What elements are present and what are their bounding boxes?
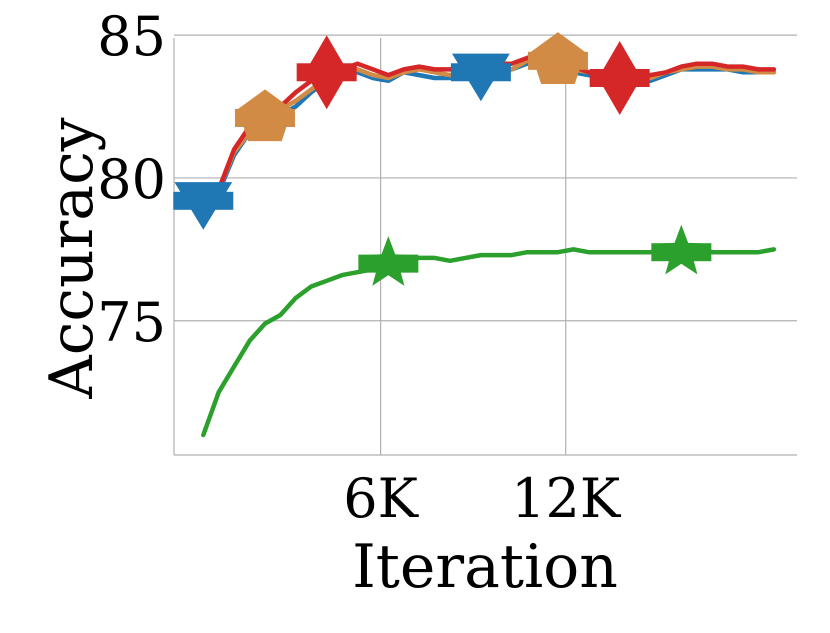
- series-0-marker-bar: [173, 191, 234, 210]
- grid: [174, 34, 797, 455]
- y-axis-title: Accuracy: [37, 117, 107, 399]
- y-tick-labels: 75 80 85: [97, 5, 166, 354]
- x-tick-label: 12K: [511, 467, 622, 530]
- series-0-markers: [173, 53, 511, 230]
- series-1-marker-bar: [234, 108, 295, 127]
- x-axis-title: Iteration: [352, 532, 618, 602]
- y-tick-label: 80: [97, 148, 166, 211]
- series-2-markers: [296, 35, 650, 115]
- series-3-markers: [358, 224, 712, 286]
- series-3-line: [201, 247, 777, 438]
- axes-frame: [173, 38, 797, 456]
- series-2-marker-bar: [296, 63, 357, 82]
- series-1-marker-bar: [527, 51, 588, 70]
- series-2-marker-bar: [589, 68, 650, 87]
- series-3-marker-bar: [651, 243, 712, 262]
- y-tick-label: 75: [97, 291, 166, 354]
- series-3-marker-bar: [358, 254, 419, 273]
- series-0-marker-bar: [450, 63, 511, 82]
- y-tick-label: 85: [97, 5, 166, 68]
- series-markers: [173, 32, 712, 286]
- x-tick-labels: 6K 12K: [343, 467, 622, 530]
- series-1-markers: [234, 32, 588, 142]
- x-tick-label: 6K: [343, 467, 419, 530]
